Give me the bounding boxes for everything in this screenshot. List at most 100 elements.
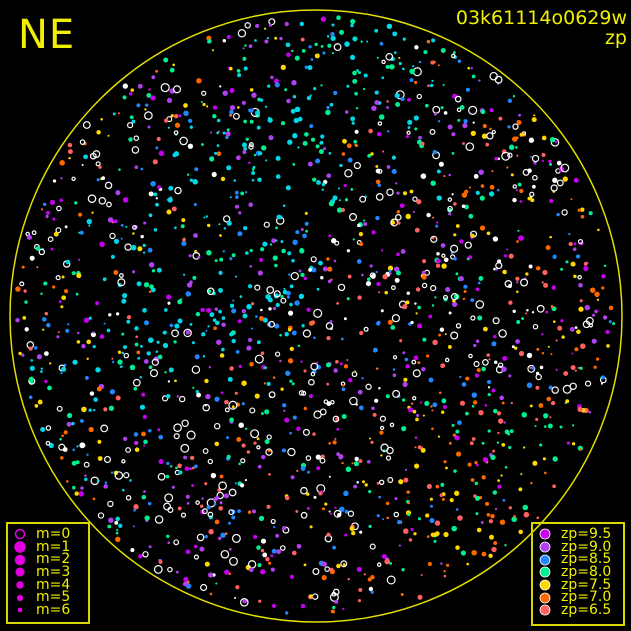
star-marker bbox=[396, 210, 401, 214]
star-marker bbox=[272, 376, 276, 379]
star-marker bbox=[36, 354, 43, 360]
undetected-star-marker bbox=[392, 389, 401, 398]
star-marker bbox=[552, 254, 557, 259]
zp-legend: zp=9.5 zp=9.0 zp=8.5 zp=8.0 zp=7.5 zp=7.0 zp=6… bbox=[531, 522, 625, 626]
star-marker bbox=[262, 552, 268, 558]
star-marker bbox=[241, 380, 247, 386]
star-marker bbox=[386, 100, 389, 103]
star-marker bbox=[221, 347, 225, 352]
star-marker bbox=[18, 351, 22, 356]
star-marker bbox=[257, 464, 262, 469]
magnitude-legend-row: m=5 bbox=[14, 591, 82, 604]
star-marker bbox=[376, 56, 379, 59]
star-marker bbox=[185, 291, 192, 297]
star-marker bbox=[481, 366, 486, 372]
star-marker bbox=[570, 261, 576, 267]
star-marker bbox=[502, 269, 507, 275]
star-marker bbox=[133, 508, 136, 512]
star-marker bbox=[491, 546, 497, 553]
star-marker bbox=[275, 155, 281, 161]
star-marker bbox=[415, 287, 421, 292]
undetected-star-marker bbox=[535, 373, 542, 381]
star-marker bbox=[405, 364, 410, 369]
star-marker bbox=[347, 274, 352, 279]
undetected-star-marker bbox=[308, 378, 315, 386]
star-marker bbox=[181, 241, 187, 247]
star-marker bbox=[541, 135, 547, 141]
star-marker bbox=[226, 165, 232, 171]
star-marker bbox=[229, 303, 235, 308]
star-marker bbox=[118, 168, 121, 171]
star-marker bbox=[185, 494, 190, 499]
star-marker bbox=[439, 327, 445, 332]
star-marker bbox=[379, 430, 384, 435]
star-marker bbox=[385, 64, 390, 69]
star-marker bbox=[216, 144, 220, 147]
undetected-star-marker bbox=[392, 355, 398, 360]
star-marker bbox=[288, 273, 291, 276]
undetected-star-marker bbox=[256, 445, 261, 450]
undetected-star-marker bbox=[160, 83, 170, 93]
star-marker bbox=[126, 315, 132, 320]
star-marker bbox=[420, 447, 426, 453]
star-marker bbox=[547, 345, 550, 348]
star-marker bbox=[548, 159, 552, 164]
star-marker bbox=[455, 545, 460, 550]
star-marker bbox=[201, 143, 204, 146]
star-marker bbox=[83, 154, 88, 160]
star-marker bbox=[588, 211, 593, 216]
star-marker bbox=[336, 427, 340, 431]
star-marker bbox=[407, 119, 413, 125]
star-marker bbox=[84, 375, 89, 380]
star-marker bbox=[422, 337, 427, 342]
star-marker bbox=[421, 274, 427, 280]
star-marker bbox=[333, 90, 338, 96]
star-marker bbox=[40, 292, 43, 295]
undetected-star-marker bbox=[109, 232, 116, 240]
undetected-star-marker bbox=[207, 458, 213, 465]
star-marker bbox=[189, 178, 194, 182]
undetected-star-marker bbox=[492, 317, 500, 325]
star-marker bbox=[148, 337, 154, 343]
star-marker bbox=[338, 199, 341, 202]
star-marker bbox=[353, 484, 358, 489]
star-marker bbox=[134, 165, 139, 170]
star-marker bbox=[472, 121, 475, 124]
star-marker bbox=[243, 119, 247, 124]
star-marker bbox=[182, 581, 188, 587]
star-marker bbox=[357, 223, 361, 228]
star-marker bbox=[376, 281, 381, 287]
star-marker bbox=[243, 225, 248, 231]
star-marker bbox=[117, 359, 123, 365]
star-marker bbox=[259, 257, 264, 262]
star-marker bbox=[461, 382, 467, 387]
star-marker bbox=[166, 461, 170, 466]
star-marker bbox=[192, 179, 198, 185]
star-marker bbox=[349, 54, 356, 61]
star-marker bbox=[479, 195, 485, 201]
undetected-star-marker bbox=[324, 566, 331, 572]
star-marker bbox=[185, 583, 192, 589]
star-marker bbox=[578, 306, 584, 312]
star-marker bbox=[57, 331, 60, 334]
star-marker bbox=[354, 143, 357, 147]
star-marker bbox=[79, 418, 84, 423]
star-marker bbox=[229, 332, 234, 337]
star-marker bbox=[434, 296, 437, 299]
star-marker bbox=[265, 557, 270, 562]
star-marker bbox=[375, 179, 381, 185]
star-marker bbox=[115, 312, 120, 316]
star-marker bbox=[400, 96, 405, 102]
star-marker bbox=[304, 211, 308, 215]
star-marker bbox=[334, 599, 339, 604]
star-marker bbox=[158, 459, 164, 465]
star-marker bbox=[352, 36, 358, 42]
star-marker bbox=[518, 350, 525, 357]
star-marker bbox=[492, 236, 499, 242]
undetected-star-marker bbox=[501, 151, 511, 161]
star-marker bbox=[552, 484, 556, 489]
star-marker bbox=[543, 413, 549, 419]
undetected-star-marker bbox=[468, 353, 473, 359]
star-marker bbox=[560, 267, 564, 271]
star-marker bbox=[378, 291, 381, 294]
